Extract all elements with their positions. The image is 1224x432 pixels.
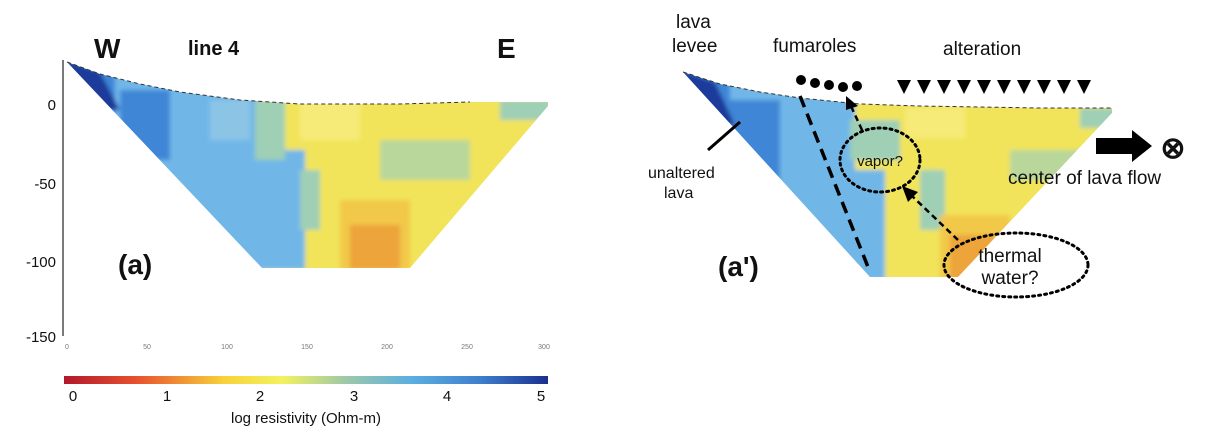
alteration-triangle bbox=[957, 80, 971, 94]
alteration-triangle bbox=[937, 80, 951, 94]
thermal-upflow-arrow bbox=[911, 195, 959, 241]
fumarole-dots bbox=[796, 75, 862, 92]
x-tick-label: 100 bbox=[221, 344, 233, 351]
resistivity-section-a bbox=[67, 62, 548, 268]
x-tick-label: 200 bbox=[381, 344, 393, 351]
vapor-ellipse bbox=[838, 126, 922, 194]
thermal-water-label-line2: water? bbox=[980, 268, 1038, 289]
surface-line-b bbox=[682, 71, 1112, 109]
colorbar-tick-label: 4 bbox=[443, 388, 451, 405]
vapor-upflow-arrowhead bbox=[846, 96, 858, 110]
surface-line-a bbox=[66, 61, 471, 105]
colorbar-gradient bbox=[64, 376, 548, 384]
y-tick-label: -50 bbox=[34, 176, 56, 193]
x-tick-labels: 0 50 100 150 200 250 300 bbox=[65, 344, 550, 351]
unaltered-lava-label-line1: unaltered bbox=[648, 165, 715, 182]
colorbar: 0 1 2 3 4 5 log resistivity (Ohm-m) bbox=[64, 376, 548, 427]
alteration-markers bbox=[897, 80, 1091, 94]
thermal-water-label-line1: thermal bbox=[978, 246, 1041, 267]
alteration-triangle bbox=[977, 80, 991, 94]
lava-levee-label-line1: lava bbox=[676, 12, 711, 33]
fumarole-dot bbox=[824, 80, 834, 90]
x-tick-label: 250 bbox=[461, 344, 473, 351]
panel-b-label: (a') bbox=[718, 251, 759, 282]
thermal-upflow-arrowhead bbox=[902, 186, 918, 202]
center-of-lava-flow-symbol: ⊗ bbox=[1160, 132, 1185, 165]
vapor-upflow-arrow bbox=[848, 103, 864, 131]
thermal-water-ellipse bbox=[942, 231, 1090, 299]
x-tick-label: 0 bbox=[65, 344, 69, 351]
fumarole-dot bbox=[796, 75, 806, 85]
alteration-triangle bbox=[997, 80, 1011, 94]
west-label: W bbox=[94, 33, 121, 64]
y-tick-label: -100 bbox=[26, 254, 56, 271]
alteration-triangle bbox=[1017, 80, 1031, 94]
alteration-triangle bbox=[1057, 80, 1071, 94]
alteration-triangle bbox=[1037, 80, 1051, 94]
fumarole-dot bbox=[838, 82, 848, 92]
line-label: line 4 bbox=[188, 38, 240, 60]
colorbar-tick-label: 2 bbox=[256, 388, 264, 405]
colorbar-tick-label: 1 bbox=[163, 388, 171, 405]
panel-a: 0 -50 -100 -150 0 50 100 150 200 250 300 bbox=[26, 33, 550, 351]
alteration-label: alteration bbox=[943, 39, 1021, 60]
y-tick-label: 0 bbox=[48, 97, 56, 114]
panel-a-label: (a) bbox=[118, 249, 152, 280]
lava-levee-label-line2: levee bbox=[672, 36, 717, 57]
colorbar-tick-label: 3 bbox=[350, 388, 358, 405]
alteration-triangle bbox=[1077, 80, 1091, 94]
unaltered-lava-label-line2: lava bbox=[664, 185, 693, 202]
east-label: E bbox=[497, 33, 516, 64]
y-tick-label: -150 bbox=[26, 329, 56, 346]
panel-b: lava levee fumaroles alteration unaltere… bbox=[648, 12, 1186, 299]
fumarole-dot bbox=[810, 78, 820, 88]
alteration-triangle bbox=[917, 80, 931, 94]
fumaroles-label: fumaroles bbox=[773, 36, 856, 57]
center-of-lava-flow-label: center of lava flow bbox=[1008, 168, 1161, 189]
colorbar-tick-label: 0 bbox=[69, 388, 77, 405]
alteration-triangle bbox=[897, 80, 911, 94]
colorbar-tick-label: 5 bbox=[537, 388, 545, 405]
x-tick-label: 50 bbox=[143, 344, 151, 351]
colorbar-label: log resistivity (Ohm-m) bbox=[231, 410, 381, 427]
boundary-dashed-line bbox=[798, 95, 872, 273]
unaltered-lava-pointer bbox=[707, 120, 741, 152]
y-tick-labels: 0 -50 -100 -150 bbox=[26, 97, 56, 346]
x-tick-label: 300 bbox=[538, 344, 550, 351]
vapor-label: vapor? bbox=[857, 153, 903, 170]
fumarole-dot bbox=[852, 81, 862, 91]
x-tick-label: 150 bbox=[301, 344, 313, 351]
lava-flow-direction-arrow bbox=[1096, 130, 1152, 162]
